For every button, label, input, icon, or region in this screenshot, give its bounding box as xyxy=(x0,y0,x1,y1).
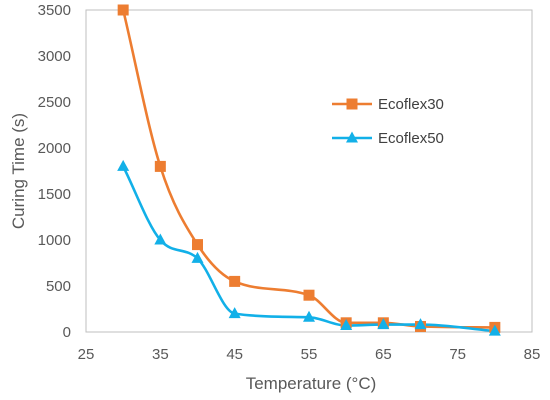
y-tick-label: 0 xyxy=(63,324,71,341)
ecoflex50-point xyxy=(414,318,427,330)
y-tick-label: 2000 xyxy=(38,140,71,157)
legend-label: Ecoflex50 xyxy=(378,130,444,147)
plot-area xyxy=(85,9,533,333)
x-tick-label: 55 xyxy=(301,346,318,363)
x-axis-title: Temperature (°C) xyxy=(246,374,377,393)
legend: Ecoflex30 Ecoflex50 xyxy=(332,96,444,147)
ecoflex50-line xyxy=(121,165,497,333)
ecoflex30-point xyxy=(117,4,129,16)
x-tick-label: 25 xyxy=(78,346,95,363)
y-tick-label: 1500 xyxy=(38,186,71,203)
ecoflex30-point xyxy=(192,239,203,251)
legend-swatch-marker xyxy=(346,131,358,143)
x-tick-label: 65 xyxy=(375,346,392,363)
ecoflex50-point xyxy=(303,310,315,322)
ecoflex50-point xyxy=(117,159,130,171)
legend-item-ecoflex50: Ecoflex50 xyxy=(332,130,444,147)
x-axis-ticks: 25 35 45 55 65 75 85 xyxy=(78,346,541,363)
y-tick-label: 3500 xyxy=(38,2,71,19)
x-tick-label: 45 xyxy=(226,346,243,363)
series-lines xyxy=(121,8,497,333)
ecoflex50-point xyxy=(340,319,353,331)
ecoflex30-line xyxy=(121,8,497,329)
plot-frame xyxy=(85,9,533,333)
y-tick-label: 3000 xyxy=(38,48,71,65)
y-tick-label: 500 xyxy=(46,278,71,295)
y-tick-label: 2500 xyxy=(38,94,71,111)
y-axis-ticks: 0 500 1000 1500 2000 2500 3000 3500 xyxy=(38,2,71,341)
ecoflex30-point xyxy=(154,160,166,172)
x-tick-label: 75 xyxy=(449,346,466,363)
ecoflex50-point xyxy=(154,233,167,245)
ecoflex50-point xyxy=(191,251,204,263)
ecoflex50-point xyxy=(377,318,390,330)
x-tick-label: 35 xyxy=(152,346,169,363)
ecoflex50-point xyxy=(228,307,241,319)
ecoflex30-point xyxy=(229,275,241,287)
y-axis-title: Curing Time (s) xyxy=(9,113,28,229)
legend-swatch-marker xyxy=(346,98,358,110)
ecoflex50-point xyxy=(488,324,501,336)
ecoflex30-point xyxy=(303,289,315,301)
series-markers xyxy=(117,4,501,336)
legend-label: Ecoflex30 xyxy=(378,96,444,113)
x-tick-label: 85 xyxy=(524,346,541,363)
legend-item-ecoflex30: Ecoflex30 xyxy=(332,96,444,113)
y-tick-label: 1000 xyxy=(38,232,71,249)
